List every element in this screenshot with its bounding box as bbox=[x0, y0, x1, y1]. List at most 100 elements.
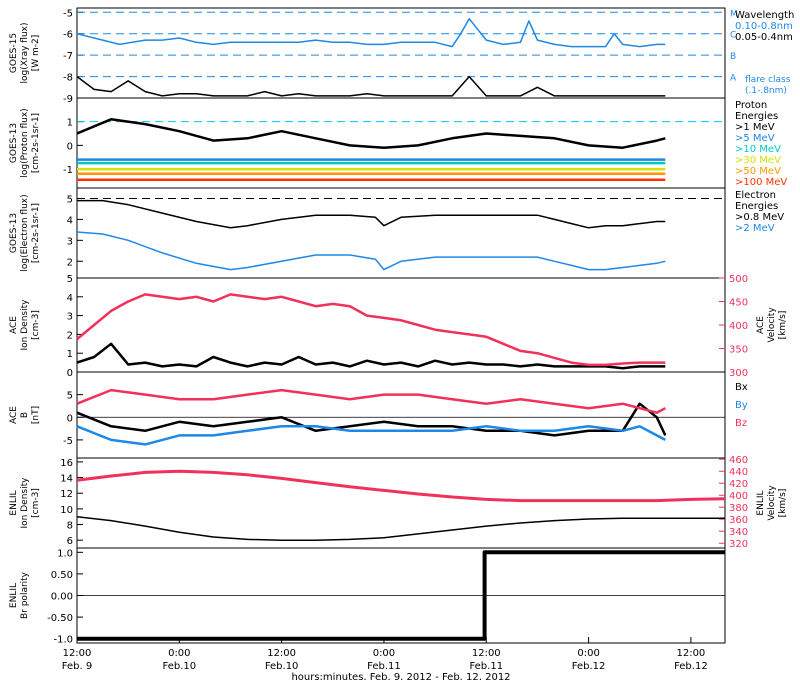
x-tick-date: Feb.12 bbox=[572, 661, 606, 672]
y-tick-label: 10 bbox=[60, 505, 73, 516]
legend-item: >50 MeV bbox=[735, 166, 781, 177]
legend-title: Proton bbox=[735, 100, 767, 111]
y-right-tick-label: 400 bbox=[729, 491, 748, 502]
legend-item: >100 MeV bbox=[735, 177, 787, 188]
y-right-tick-label: 300 bbox=[729, 368, 748, 379]
y-tick-label: 4 bbox=[67, 215, 73, 226]
x-axis-label: hours:minutes, Feb. 9, 2012 - Feb. 12, 2… bbox=[291, 672, 510, 680]
panel-ace_b bbox=[76, 371, 726, 459]
series-ion-density bbox=[76, 342, 666, 370]
panel-ace_density bbox=[76, 277, 726, 373]
legend-item: >5 MeV bbox=[735, 133, 775, 144]
panel-frame bbox=[76, 7, 726, 99]
y-axis-label: log(Xray flux) bbox=[20, 22, 30, 83]
panel-enlil_density bbox=[76, 457, 726, 549]
y-tick-label: 6 bbox=[67, 536, 73, 547]
y-tick-label: 4 bbox=[67, 293, 73, 304]
x-tick-date: Feb.10 bbox=[163, 661, 197, 672]
series-velocity bbox=[76, 293, 666, 367]
y-right-tick-label: 460 bbox=[729, 455, 748, 466]
y-tick-label: 0 bbox=[67, 368, 73, 379]
y-tick-label: 8 bbox=[67, 521, 73, 532]
y-axis-label: ENLIL bbox=[9, 583, 19, 608]
flare-class-label: A bbox=[730, 74, 737, 84]
y-tick-label: 2 bbox=[67, 330, 73, 341]
y-tick-label: 1 bbox=[67, 349, 73, 360]
y-axis-label: ACE bbox=[9, 316, 19, 334]
flare-class-label: B bbox=[730, 52, 736, 62]
series-br-polarity bbox=[77, 550, 725, 641]
y-tick-label: -1 bbox=[63, 165, 73, 176]
y-axis-label: B bbox=[20, 412, 30, 418]
flare-class-label: M bbox=[730, 9, 738, 19]
legend-item: >30 MeV bbox=[735, 155, 781, 166]
y-axis-label: GOES-13 bbox=[9, 213, 19, 253]
panel-frame bbox=[76, 187, 726, 279]
legend-item: >10 MeV bbox=[735, 144, 781, 155]
y-tick-label: 0.00 bbox=[51, 592, 73, 603]
y-tick-label: 16 bbox=[60, 458, 73, 469]
y-axis-label: GOES-13 bbox=[9, 123, 19, 163]
y-tick-label: 5 bbox=[67, 274, 73, 285]
x-tick-date: Feb.10 bbox=[265, 661, 299, 672]
y-tick-label: 5 bbox=[67, 194, 73, 205]
y-tick-label: 0.50 bbox=[51, 570, 73, 581]
y-right-tick-label: 440 bbox=[729, 467, 748, 478]
y-tick-label: -8 bbox=[63, 73, 73, 84]
panel-frame bbox=[76, 371, 726, 459]
legend-item: >2 MeV bbox=[735, 223, 775, 234]
series--1-mev bbox=[76, 118, 666, 149]
x-tick-time: 0:00 bbox=[373, 648, 395, 659]
y-tick-label: 14 bbox=[60, 474, 73, 485]
y-right-tick-label: 360 bbox=[729, 515, 748, 526]
y-axis-label: [nT] bbox=[31, 406, 41, 424]
series-0-10-0-8nm bbox=[76, 17, 666, 48]
panel-enlil_polarity bbox=[76, 547, 726, 644]
y-right-tick-label: 350 bbox=[729, 345, 748, 356]
y-axis-label: log(Electron flux) bbox=[20, 194, 30, 271]
y-right-axis-label: Velocity bbox=[767, 307, 777, 343]
y-axis-label: Ion Density bbox=[20, 299, 30, 351]
y-axis-label: GOES-15 bbox=[9, 33, 19, 73]
y-axis-label: [cm-3] bbox=[31, 310, 41, 340]
legend-item: >0.8 MeV bbox=[735, 212, 784, 223]
x-tick-date: Feb.11 bbox=[367, 661, 401, 672]
y-right-tick-label: 450 bbox=[729, 298, 748, 309]
y-right-axis-label: ENLIL bbox=[756, 490, 766, 515]
series-ion-density bbox=[76, 515, 725, 541]
y-axis-label: ENLIL bbox=[9, 490, 19, 515]
x-tick-time: 12:00 bbox=[267, 648, 296, 659]
y-axis-label: Br polarity bbox=[20, 571, 30, 619]
legend-title: Energies bbox=[735, 111, 778, 122]
y-tick-label: -5 bbox=[63, 8, 73, 19]
series-velocity bbox=[76, 469, 726, 503]
legend-title: Electron bbox=[735, 190, 776, 201]
y-tick-label: 1 bbox=[67, 118, 73, 129]
y-right-axis-label: [km/s] bbox=[778, 489, 788, 518]
y-tick-label: 3 bbox=[67, 312, 73, 323]
series--0-8-mev bbox=[77, 199, 666, 229]
y-tick-label: 0 bbox=[67, 141, 73, 152]
y-tick-label: 0 bbox=[67, 413, 73, 424]
legend-item: Bx bbox=[735, 382, 748, 393]
legend-title: Energies bbox=[735, 201, 778, 212]
y-right-tick-label: 320 bbox=[729, 539, 748, 550]
y-right-tick-label: 420 bbox=[729, 479, 748, 490]
y-axis-label: [W m-2] bbox=[31, 35, 41, 72]
series-0-05-0-4nm bbox=[76, 75, 666, 97]
y-right-tick-label: 400 bbox=[729, 321, 748, 332]
y-tick-label: -1.0 bbox=[53, 635, 73, 646]
x-tick-time: 12:00 bbox=[63, 648, 92, 659]
y-tick-label: 1.0 bbox=[57, 548, 73, 559]
legend-item: 0.05-0.4nm bbox=[735, 32, 793, 43]
y-axis-label: log(Proton flux) bbox=[20, 108, 30, 177]
legend-note: (.1-.8nm) bbox=[745, 86, 787, 96]
legend-item: >1 MeV bbox=[735, 122, 775, 133]
y-right-axis-label: Velocity bbox=[767, 485, 777, 521]
x-tick-date: Feb.11 bbox=[469, 661, 503, 672]
y-tick-label: 2 bbox=[67, 257, 73, 268]
y-tick-label: -6 bbox=[63, 30, 73, 41]
y-tick-label: -5 bbox=[63, 436, 73, 447]
